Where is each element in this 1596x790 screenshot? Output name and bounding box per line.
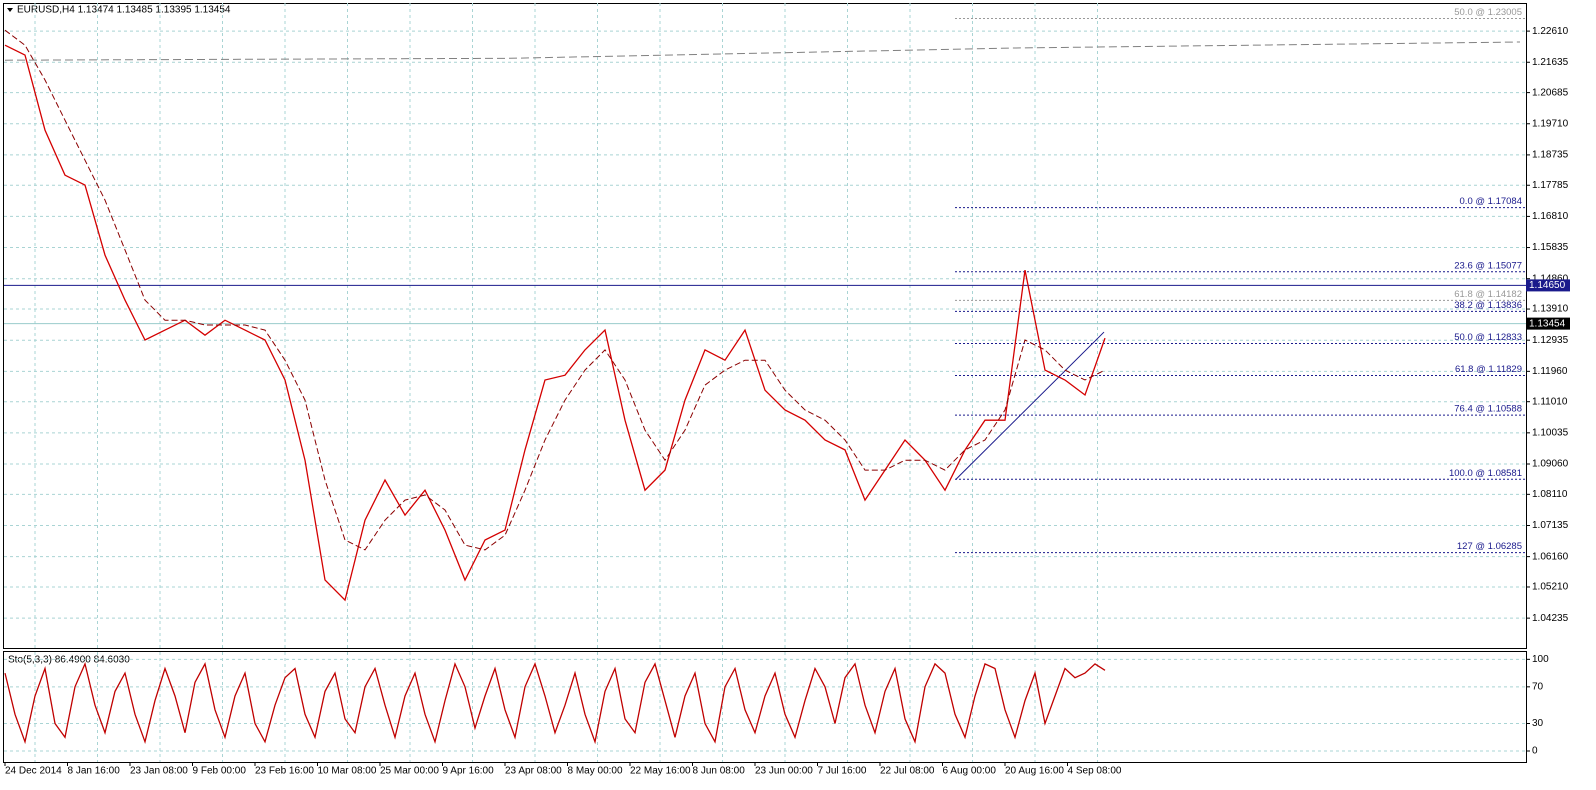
y-tick-label: 1.05210 [1532, 582, 1569, 593]
x-tick-label: 20 Aug 16:00 [1005, 766, 1064, 777]
menu-arrow [7, 8, 13, 12]
y-tick-label: 1.04235 [1532, 613, 1569, 624]
price-box-label: 1.14650 [1529, 280, 1566, 291]
price-box [1526, 317, 1570, 330]
x-tick-label: 10 Mar 08:00 [318, 766, 377, 777]
x-tick-label: 23 Apr 08:00 [505, 766, 562, 777]
x-tick-label: 4 Sep 08:00 [1068, 766, 1122, 777]
y-tick-label: 1.19710 [1532, 118, 1569, 129]
price-box-label: 1.13454 [1529, 318, 1566, 329]
oscillator-title: Sto(5,3,3) 86.4900 84.6030 [8, 655, 130, 666]
fib-label: 76.4 @ 1.10588 [1454, 404, 1522, 415]
fib-label: 61.8 @ 1.11829 [1455, 364, 1522, 375]
x-tick-label: 7 Jul 16:00 [818, 766, 867, 777]
x-tick-label: 6 Aug 00:00 [943, 766, 997, 777]
fib-label: 50.0 @ 1.12833 [1454, 332, 1522, 343]
series-line [4, 661, 1106, 745]
x-tick-label: 8 May 00:00 [568, 766, 623, 777]
fib-label: 100.0 @ 1.08581 [1449, 468, 1522, 479]
fib-label: 0.0 @ 1.17084 [1460, 196, 1522, 207]
y-tick-label: 1.12935 [1532, 335, 1569, 346]
x-tick-label: 23 Feb 16:00 [255, 766, 314, 777]
y-tick-label: 1.11010 [1532, 396, 1568, 407]
y-tick-label: 1.10035 [1532, 427, 1569, 438]
y-tick-label: 1.11960 [1532, 366, 1568, 377]
y-tick-label: 1.17785 [1532, 180, 1569, 191]
y-tick-label: 1.20685 [1532, 87, 1569, 98]
y-tick-label: 1.06160 [1532, 551, 1569, 562]
y-tick-label: 1.09060 [1532, 459, 1569, 470]
x-tick-label: 23 Jan 08:00 [130, 766, 188, 777]
x-tick-label: 8 Jun 08:00 [693, 766, 746, 777]
y-tick-label: 1.18735 [1532, 150, 1569, 161]
series-line [4, 41, 1521, 61]
y-tick-label: 1.14860 [1532, 273, 1569, 284]
series-line [4, 44, 1106, 602]
y-tick-label: 1.07135 [1532, 520, 1569, 531]
y-tick-label: 70 [1532, 681, 1544, 692]
y-tick-label: 0 [1532, 746, 1538, 757]
x-tick-label: 23 Jun 00:00 [755, 766, 813, 777]
x-tick-label: 8 Jan 16:00 [68, 766, 121, 777]
y-tick-label: 1.15835 [1532, 242, 1569, 253]
x-tick-label: 22 Jul 08:00 [880, 766, 935, 777]
x-tick-label: 9 Apr 16:00 [443, 766, 495, 777]
trendline [955, 331, 1105, 480]
y-tick-label: 1.13910 [1532, 304, 1569, 315]
y-tick-label: 1.16810 [1532, 211, 1569, 222]
y-tick-label: 1.08110 [1532, 489, 1568, 500]
x-tick-label: 25 Mar 00:00 [380, 766, 439, 777]
fib-label: 61.8 @ 1.14182 [1454, 289, 1522, 300]
price-box [1526, 279, 1570, 292]
y-tick-label: 1.21635 [1532, 57, 1569, 68]
x-tick-label: 22 May 16:00 [630, 766, 691, 777]
y-tick-label: 100 [1532, 654, 1549, 665]
fib-label: 50.0 @ 1.23005 [1454, 7, 1522, 18]
fib-label: 23.6 @ 1.15077 [1454, 260, 1522, 271]
y-tick-label: 1.22610 [1532, 26, 1569, 37]
oscillator-panel [3, 651, 1527, 763]
chart-title: EURUSD,H4 1.13474 1.13485 1.13395 1.1345… [17, 5, 231, 16]
x-tick-label: 9 Feb 00:00 [193, 766, 247, 777]
y-tick-label: 30 [1532, 718, 1544, 729]
x-tick-label: 24 Dec 2014 [5, 766, 62, 777]
fib-label: 127 @ 1.06285 [1457, 541, 1522, 552]
fib-label: 38.2 @ 1.13836 [1454, 300, 1522, 311]
